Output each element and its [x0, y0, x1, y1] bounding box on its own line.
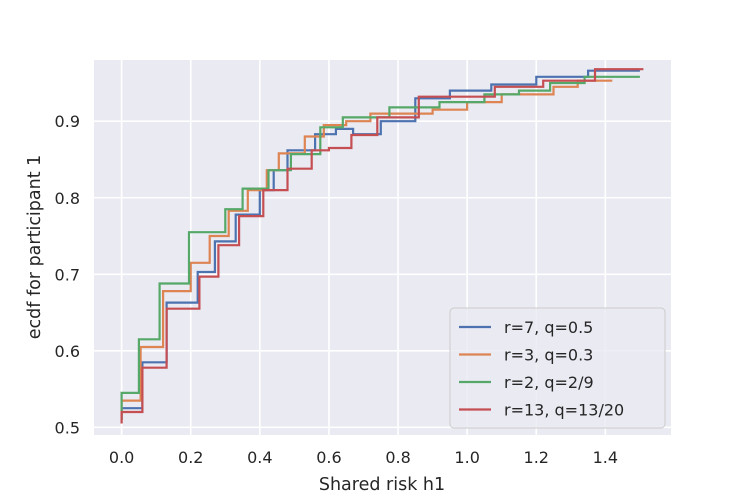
x-tick-label: 0.2 [178, 448, 203, 467]
series-group [120, 68, 644, 424]
x-tick-label: 0.8 [385, 448, 410, 467]
series-line-4 [120, 68, 644, 424]
x-tick-label: 1.4 [593, 448, 618, 467]
y-tick-label: 0.8 [55, 189, 80, 208]
y-tick-label: 0.5 [55, 418, 80, 437]
series-line-2 [120, 79, 613, 420]
legend-label-3: r=2, q=2/9 [504, 373, 594, 392]
x-tick-label: 0.6 [316, 448, 341, 467]
legend-label-2: r=3, q=0.3 [504, 346, 593, 365]
y-tick-label: 0.6 [55, 342, 80, 361]
x-tick-label: 1.0 [454, 448, 479, 467]
x-tick-label: 0.0 [109, 448, 134, 467]
y-axis-ticks: 0.5 0.6 0.7 0.8 0.9 [55, 112, 80, 437]
y-axis-label: ecdf for participant 1 [25, 155, 45, 340]
y-tick-label: 0.9 [55, 112, 80, 131]
series-line-3 [120, 75, 640, 420]
legend-box [449, 307, 666, 429]
x-tick-label: 1.2 [524, 448, 549, 467]
legend-label-1: r=7, q=0.5 [504, 318, 593, 337]
x-axis-ticks: 0.0 0.2 0.4 0.6 0.8 1.0 1.2 1.4 [109, 448, 618, 467]
x-tick-label: 0.4 [247, 448, 272, 467]
x-axis-label: Shared risk h1 [319, 475, 445, 495]
legend: r=7, q=0.5 r=3, q=0.3 r=2, q=2/9 r=13, q=13… [449, 307, 666, 429]
y-tick-label: 0.7 [55, 265, 80, 284]
legend-label-4: r=13, q=13/20 [504, 401, 624, 420]
